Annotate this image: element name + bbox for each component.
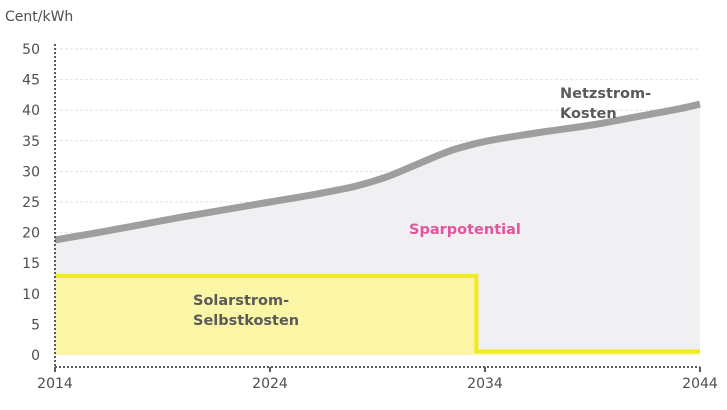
savings-annotation: Sparpotential [409,222,521,238]
y-tick-label-0: 0 [31,348,40,364]
tick-labels: 0 5 10 15 20 25 30 35 40 45 50 2014 2024 2034 2044 [22,42,718,392]
y-tick-label-40: 40 [22,103,40,119]
y-tick-label-35: 35 [22,134,40,150]
netzstrom-annotation-line-1: Netzstrom- [560,86,651,102]
y-axis-unit-label: Cent/kWh [5,9,73,25]
netzstrom-annotation: Netzstrom- Kosten [560,86,651,122]
solar-annotation: Solarstrom- Selbstkosten [193,293,299,329]
y-tick-label-25: 25 [22,195,40,211]
solar-annotation-line-1: Solarstrom- [193,293,289,309]
area-fills [55,104,700,355]
netzstrom-cost-line [54,100,701,244]
axes [54,44,701,372]
y-tick-label-5: 5 [31,317,40,333]
x-tick-label-2034: 2034 [467,376,503,392]
y-tick-label-30: 30 [22,164,40,180]
y-tick-label-15: 15 [22,256,40,272]
solarstrom-area-fill [55,276,700,355]
y-tick-label-10: 10 [22,287,40,303]
y-tick-label-45: 45 [22,73,40,89]
y-tick-label-50: 50 [22,42,40,58]
x-tick-label-2024: 2024 [252,376,288,392]
netzstrom-annotation-line-2: Kosten [560,106,617,122]
solarstrom-cost-line [55,274,700,354]
series-lines [54,100,701,354]
y-tick-label-20: 20 [22,226,40,242]
x-tick-label-2044: 2044 [682,376,718,392]
solar-annotation-line-2: Selbstkosten [193,313,299,329]
x-tick-label-2014: 2014 [37,376,73,392]
